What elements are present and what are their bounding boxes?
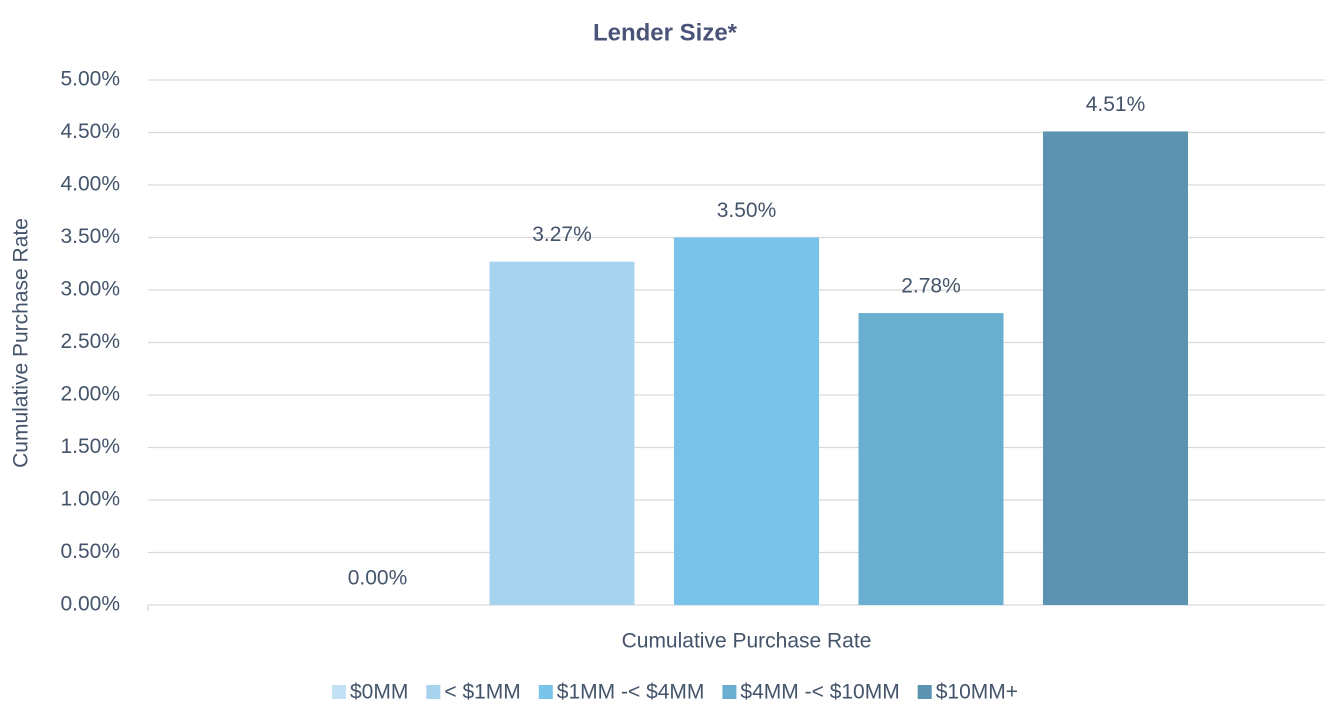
legend-label: $0MM xyxy=(350,681,408,704)
bar xyxy=(1043,131,1188,605)
chart-title: Lender Size* xyxy=(593,19,738,46)
legend-label: $10MM+ xyxy=(936,681,1018,704)
y-tick-label: 4.00% xyxy=(60,173,120,196)
y-tick-label: 3.50% xyxy=(60,225,120,248)
y-tick-label: 1.00% xyxy=(60,488,120,511)
y-tick-label: 1.50% xyxy=(60,435,120,458)
y-tick-label: 2.00% xyxy=(60,383,120,406)
data-label: 4.51% xyxy=(1086,93,1146,116)
data-label: 2.78% xyxy=(901,275,961,298)
data-label: 0.00% xyxy=(348,567,408,590)
legend-swatch xyxy=(426,685,441,699)
y-tick-label: 4.50% xyxy=(60,120,120,143)
bar xyxy=(858,313,1004,605)
legend-label: $1MM -< $4MM xyxy=(557,681,705,704)
y-tick-label: 0.50% xyxy=(60,540,120,563)
y-tick-label: 3.00% xyxy=(60,278,120,301)
bar xyxy=(489,261,635,605)
legend-label: < $1MM xyxy=(444,681,520,704)
legend-swatch xyxy=(917,685,932,699)
y-tick-label: 2.50% xyxy=(60,330,120,353)
data-label: 3.50% xyxy=(717,199,777,222)
bar xyxy=(674,237,819,605)
y-tick-label: 0.00% xyxy=(60,593,120,616)
y-axis-title: Cumulative Purchase Rate xyxy=(10,218,33,468)
x-tick-label: Cumulative Purchase Rate xyxy=(622,630,872,653)
legend-label: $4MM -< $10MM xyxy=(740,681,899,704)
legend-swatch xyxy=(538,685,553,699)
data-label: 3.27% xyxy=(532,223,592,246)
y-tick-label: 5.00% xyxy=(60,68,120,91)
legend-swatch xyxy=(331,685,346,699)
legend-swatch xyxy=(722,685,737,699)
